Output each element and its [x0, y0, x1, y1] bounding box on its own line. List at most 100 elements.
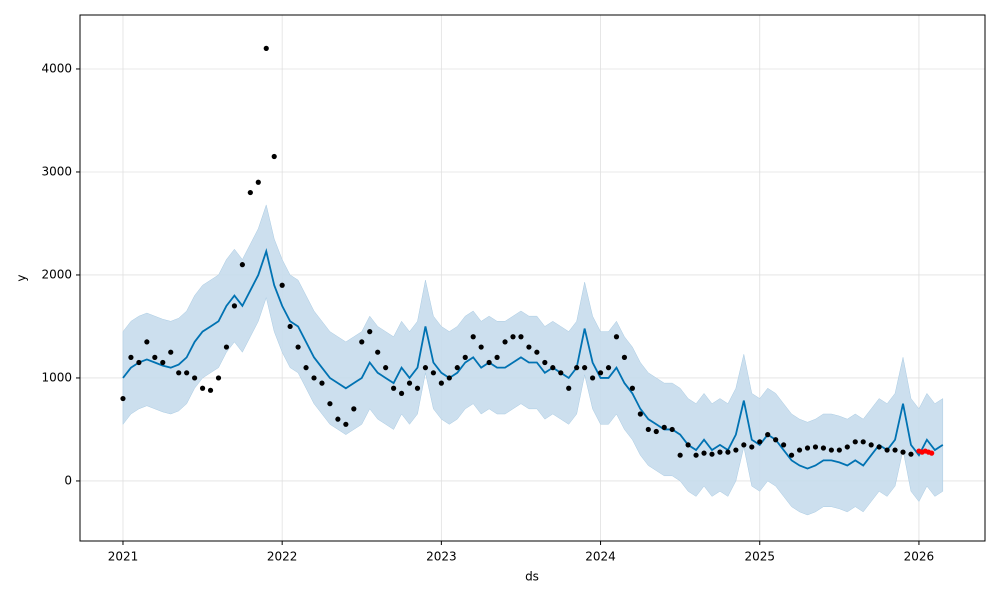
data-point: [176, 370, 182, 376]
data-point: [311, 375, 317, 381]
data-point: [279, 282, 285, 288]
data-point: [136, 359, 142, 366]
data-point: [574, 365, 580, 371]
data-point: [287, 323, 293, 330]
data-point: [765, 432, 771, 438]
data-point: [422, 365, 429, 371]
data-point: [725, 449, 731, 455]
data-point: [406, 380, 413, 386]
data-point: [414, 385, 421, 391]
data-point: [239, 262, 245, 268]
data-point: [645, 426, 651, 433]
data-point: [303, 365, 309, 371]
data-point: [773, 437, 779, 443]
data-point: [582, 365, 588, 371]
data-point: [828, 447, 834, 453]
data-point: [223, 344, 230, 350]
data-point: [836, 447, 842, 453]
data-point: [929, 450, 935, 456]
data-point: [749, 444, 755, 450]
y-tick-label: 0: [64, 473, 72, 487]
y-tick-label: 4000: [41, 61, 72, 75]
data-point: [391, 385, 397, 391]
data-point: [804, 445, 811, 451]
data-point: [661, 424, 667, 430]
data-point: [613, 334, 620, 340]
data-point: [120, 395, 126, 402]
data-point: [629, 385, 635, 391]
data-point: [605, 365, 612, 371]
y-tick-label: 1000: [41, 370, 72, 384]
data-point: [255, 179, 261, 185]
data-point: [597, 370, 604, 376]
data-point: [844, 444, 850, 450]
data-point: [335, 416, 341, 422]
data-point: [884, 447, 890, 453]
data-point: [454, 365, 460, 371]
data-point: [470, 334, 476, 340]
data-point: [359, 339, 365, 345]
x-tick-label: 2025: [744, 550, 775, 564]
x-tick-label: 2026: [904, 550, 935, 564]
data-point: [494, 354, 500, 360]
data-point: [685, 442, 691, 448]
data-point: [542, 359, 548, 366]
data-point: [812, 444, 819, 450]
data-point: [518, 334, 524, 340]
data-point: [295, 344, 301, 350]
data-point: [462, 354, 468, 360]
data-point: [478, 344, 484, 350]
data-point: [319, 380, 325, 386]
data-point: [510, 334, 516, 340]
data-point: [375, 349, 381, 355]
data-point: [876, 444, 882, 450]
data-point: [263, 45, 269, 51]
x-axis-label: ds: [525, 570, 539, 584]
data-point: [820, 445, 827, 451]
data-point: [430, 370, 437, 376]
data-point: [892, 447, 898, 453]
data-point: [558, 370, 564, 376]
y-tick-label: 3000: [41, 164, 72, 178]
data-point: [741, 442, 747, 448]
data-point: [160, 359, 166, 366]
y-axis-label: y: [15, 274, 29, 281]
data-point: [152, 354, 158, 360]
data-point: [653, 428, 659, 435]
data-point: [669, 426, 675, 433]
data-point: [398, 390, 405, 397]
data-point: [796, 447, 803, 453]
data-point: [446, 375, 452, 381]
data-point: [199, 385, 206, 391]
data-point: [128, 354, 134, 360]
uncertainty-band: [122, 204, 944, 516]
x-tick-label: 2021: [108, 550, 139, 564]
data-point: [207, 387, 214, 393]
x-tick-label: 2022: [267, 550, 298, 564]
data-point: [717, 449, 723, 455]
data-point: [144, 339, 150, 345]
data-point: [566, 385, 572, 391]
data-point: [589, 375, 596, 381]
data-point: [757, 439, 763, 445]
y-tick-label: 2000: [41, 267, 72, 281]
data-point: [502, 339, 508, 345]
data-point: [709, 451, 715, 457]
data-point: [908, 451, 914, 457]
data-point: [192, 375, 198, 381]
data-point: [534, 349, 540, 355]
data-point: [621, 354, 628, 360]
data-point: [215, 375, 222, 381]
x-tick-label: 2024: [585, 550, 616, 564]
data-point: [693, 452, 699, 458]
data-point: [868, 442, 874, 448]
data-point: [271, 153, 277, 160]
data-point: [677, 452, 683, 458]
data-point: [168, 349, 174, 355]
data-point: [351, 406, 357, 412]
data-point: [860, 439, 866, 445]
forecast-line: [122, 247, 944, 470]
data-point: [637, 411, 643, 417]
data-point: [526, 344, 532, 350]
data-point: [486, 359, 492, 366]
